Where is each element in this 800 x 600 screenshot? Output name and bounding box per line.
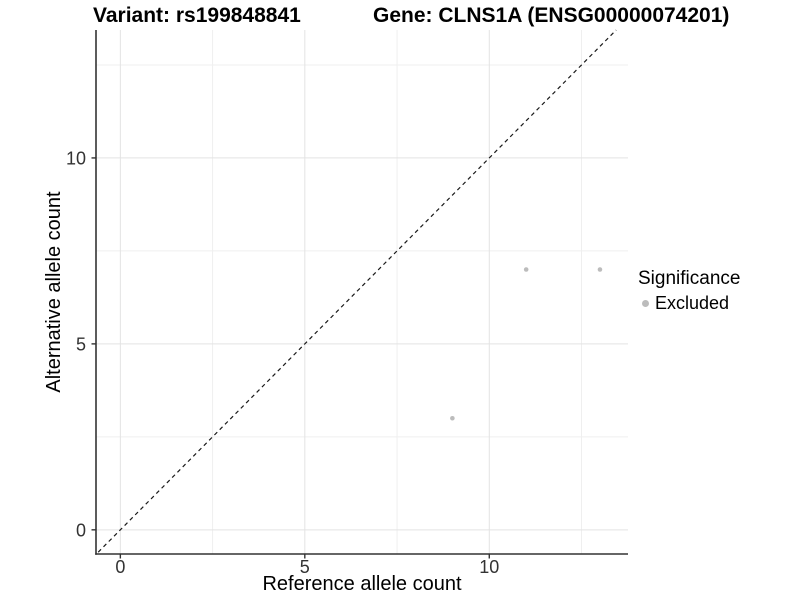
legend-item-excluded: Excluded — [638, 293, 740, 314]
gene-title: Gene: CLNS1A (ENSG00000074201) — [373, 4, 730, 27]
y-tick-label: 0 — [76, 520, 86, 540]
legend: Significance Excluded — [638, 268, 740, 314]
excluded-point-icon — [642, 300, 649, 307]
x-tick-label: 0 — [115, 557, 125, 577]
data-point — [523, 267, 529, 272]
data-point — [450, 415, 455, 421]
x-tick-label: 10 — [479, 557, 499, 577]
y-tick-label: 10 — [66, 148, 86, 168]
data-point — [597, 267, 603, 272]
y-tick-label: 5 — [76, 334, 86, 354]
legend-item-label: Excluded — [655, 293, 730, 313]
x-tick-label: 5 — [300, 557, 310, 577]
x-axis-title: Reference allele count — [262, 573, 462, 595]
y-axis-title: Alternative allele count — [43, 191, 65, 393]
identity-dashed-line — [97, 29, 617, 553]
variant-title: Variant: rs199848841 — [93, 4, 301, 27]
legend-title: Significance — [638, 268, 741, 289]
